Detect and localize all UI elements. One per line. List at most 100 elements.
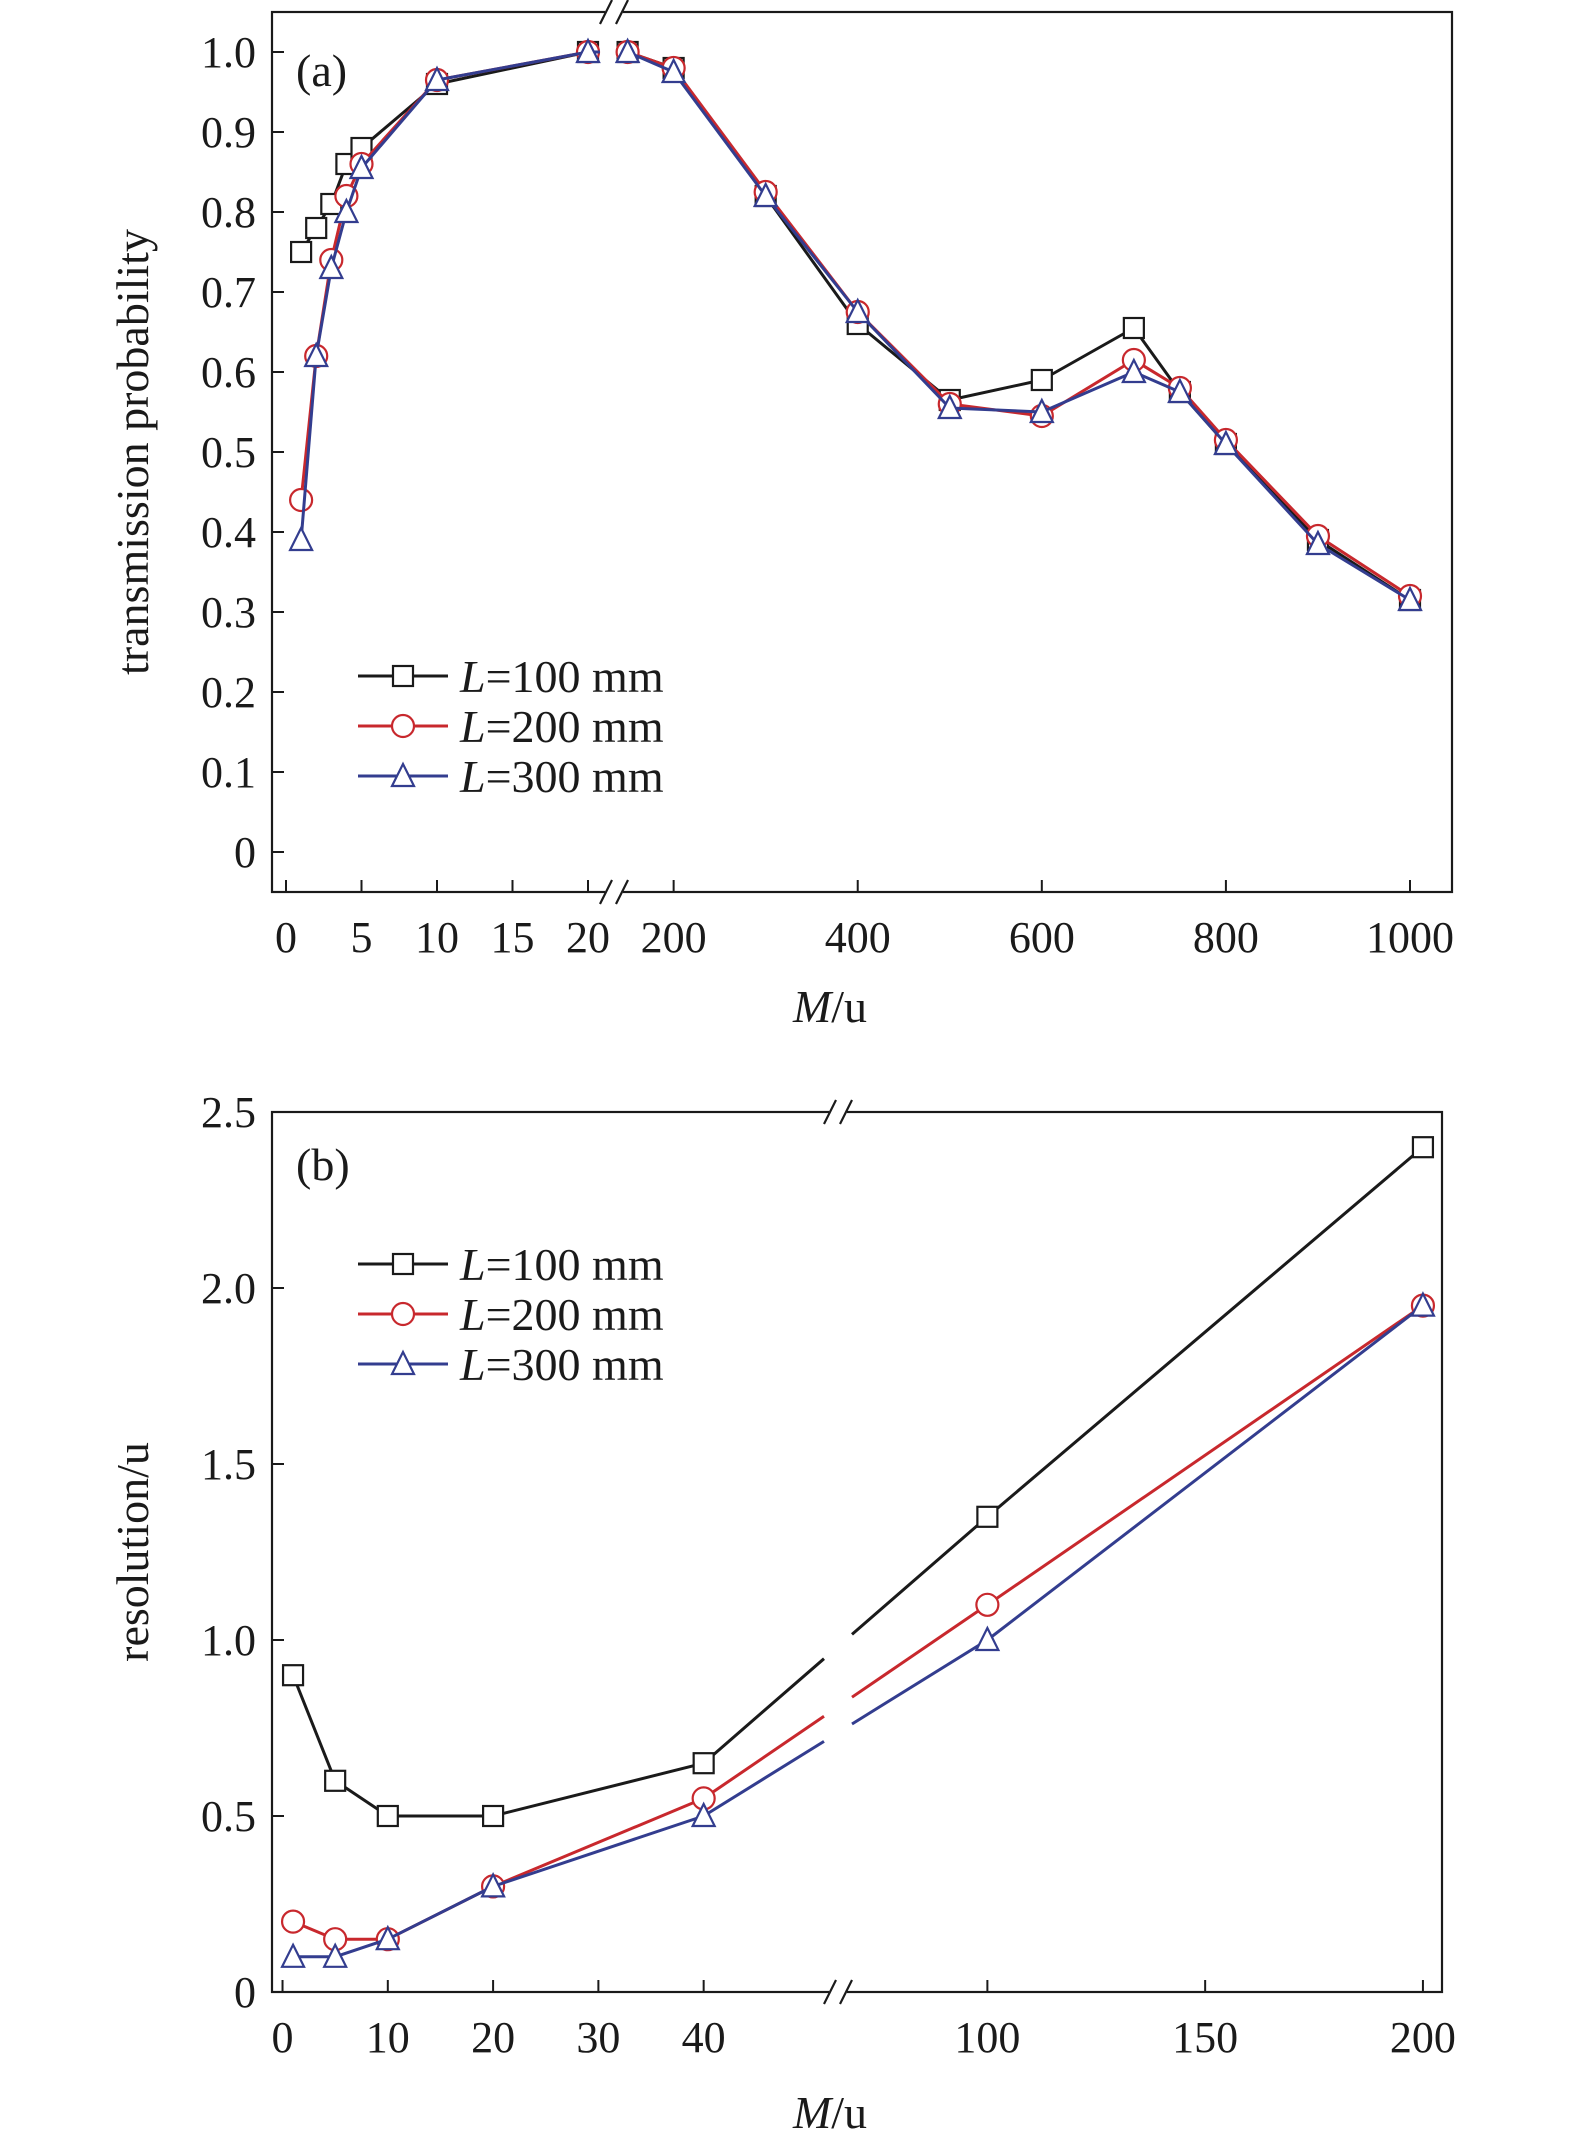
- panel-a-x-tick-label: 10: [415, 913, 459, 962]
- panel-a-data-point: [305, 216, 328, 240]
- panel-b-legend-text-2: =200 mm: [486, 1289, 664, 1340]
- panel-a-series-3: [288, 37, 1423, 612]
- svg-text:L=100 mm: L=100 mm: [459, 1239, 664, 1290]
- panel-a-series-line: [1224, 442, 1320, 546]
- panel-a-data-point: [289, 487, 314, 513]
- panel-a-data-point: [1167, 377, 1193, 404]
- panel-b-series-line: [851, 1603, 989, 1699]
- panel-b-y-axis-title: resolution/u: [107, 1442, 158, 1662]
- panel-b-series-2: [280, 1293, 1436, 1952]
- panel-a-data-point: [1122, 316, 1145, 340]
- panel-b-x-tick-label: 150: [1172, 2013, 1238, 2062]
- panel-a-data-point: [1213, 429, 1239, 456]
- panel-a-y-tick-label: 0.4: [201, 508, 256, 557]
- panel-a-x-tick-label: 20: [566, 913, 610, 962]
- panel-b-axis-break-mark: [823, 1099, 853, 1125]
- panel-a-x-axis-var: M: [792, 981, 834, 1032]
- panel-b-series-line: [986, 1304, 1424, 1642]
- panel-b-data-point: [376, 1804, 399, 1828]
- panel-a-series-line: [1317, 534, 1411, 598]
- panel-a-data-point: [348, 153, 375, 180]
- panel-a-series-line: [949, 378, 1043, 402]
- panel-a-legend-var-1: L: [459, 651, 486, 702]
- panel-b-legend-var-2: L: [459, 1289, 486, 1340]
- panel-b-y-tick-label: 2.0: [201, 1264, 256, 1313]
- svg-text:L=300 mm: L=300 mm: [459, 751, 664, 802]
- panel-b-y-tick-label: 2.5: [201, 1088, 256, 1137]
- panel-a-data-point: [1305, 529, 1331, 556]
- panel-b-series-line: [291, 1674, 337, 1782]
- panel-b-data-point: [280, 1909, 306, 1934]
- panel-b-series-line: [702, 1740, 825, 1818]
- panel-a-x-tick-label: 5: [351, 913, 373, 962]
- panel-a-data-point: [936, 393, 963, 420]
- panel-a-y-tick-label: 0.1: [201, 748, 256, 797]
- svg-text:L=200 mm: L=200 mm: [459, 701, 664, 752]
- panel-a-data-point: [318, 253, 345, 280]
- panel-a-data-point: [333, 197, 360, 224]
- panel-a-data-point: [1029, 397, 1055, 424]
- panel-a-series-line: [1041, 326, 1135, 382]
- panel-b-series-line: [986, 1146, 1424, 1518]
- panel-a-legend-text-1: =100 mm: [486, 651, 664, 702]
- panel-a-data-point: [575, 37, 601, 64]
- panel-a-x-tick-label: 15: [491, 913, 535, 962]
- panel-a-y-tick-label: 0.2: [201, 668, 256, 717]
- panel-a-y-tick-label: 1.0: [201, 28, 256, 77]
- panel-b-x-tick-label: 100: [954, 2013, 1020, 2062]
- panel-b-series-line: [851, 1638, 989, 1726]
- panel-a-axis-break-mark: [599, 0, 629, 25]
- panel-a-y-tick-label: 0: [234, 828, 256, 877]
- panel-b-series-line: [492, 1797, 705, 1888]
- panel-b-data-point: [322, 1942, 348, 1968]
- panel-b-x-tick-label: 200: [1390, 2013, 1456, 2062]
- panel-a-data-point: [752, 181, 779, 208]
- panel-a-legend-var-2: L: [459, 701, 486, 752]
- panel-a-y-tick-label: 0.6: [201, 348, 256, 397]
- panel-a-series-line: [856, 310, 951, 410]
- panel-b-series-line: [986, 1304, 1424, 1607]
- panel-b-legend-var-3: L: [459, 1339, 486, 1390]
- panel-b-legend: L=100 mm L=200 mm L=300 mm: [358, 1239, 664, 1390]
- panel-b-x-axis-unit: /u: [831, 2087, 867, 2138]
- panel-b-axis-break-mark: [823, 1979, 853, 2005]
- panel-b-x-axis-title: M/u: [792, 2087, 867, 2138]
- panel-b-legend-var-1: L: [459, 1239, 486, 1290]
- panel-a-series-line: [360, 79, 439, 169]
- panel-b-y-tick-label: 1.5: [201, 1440, 256, 1489]
- panel-a-x-tick-label: 800: [1193, 913, 1259, 962]
- panel-b-series-line: [387, 1885, 494, 1941]
- panel-a-x-tick-label: 1000: [1366, 913, 1454, 962]
- panel-a-y-tick-label: 0.7: [201, 268, 256, 317]
- panel-b-x-tick-label: 30: [576, 2013, 620, 2062]
- panel-a-series-line: [1041, 370, 1135, 414]
- panel-a-legend-text-3: =300 mm: [486, 751, 664, 802]
- panel-a-series-line: [672, 71, 767, 197]
- panel-a-series-line: [1317, 542, 1411, 602]
- panel-b-data-point: [281, 1664, 305, 1687]
- panel-a-plot-frame: [270, 10, 1454, 894]
- panel-a-y-tick-label: 0.8: [201, 188, 256, 237]
- panel-a-transmission-chart: (a) transmission probability M/u 0 0.1 0.2…: [107, 0, 1454, 1032]
- panel-a-data-point: [424, 65, 450, 92]
- panel-b-series-1: [281, 1136, 1435, 1828]
- panel-a-x-tick-label: 0: [275, 913, 297, 962]
- panel-a-series-1: [290, 40, 1422, 612]
- panel-a-label: (a): [296, 45, 347, 96]
- panel-a-series-line: [949, 406, 1042, 414]
- panel-a-series-line: [1224, 438, 1320, 538]
- panel-b-data-point: [480, 1871, 506, 1898]
- panel-b-series-3: [280, 1291, 1436, 1968]
- panel-b-x-tick-label: 0: [272, 2013, 294, 2062]
- panel-a-axis-break-mark: [599, 879, 629, 905]
- panel-b-data-point: [692, 1752, 715, 1775]
- panel-b-series-line: [702, 1657, 825, 1765]
- panel-a-legend-entry-3: L=300 mm: [358, 751, 664, 802]
- panel-b-legend-text-3: =300 mm: [486, 1339, 664, 1390]
- panel-a-data-point: [1030, 368, 1053, 392]
- panel-a-data-point: [1397, 585, 1423, 612]
- panel-a-y-axis-title: transmission probability: [107, 229, 158, 675]
- panel-b-legend-text-1: =100 mm: [486, 1239, 664, 1290]
- panel-b-series-line: [492, 1814, 705, 1888]
- panel-b-y-tick-label: 1.0: [201, 1616, 256, 1665]
